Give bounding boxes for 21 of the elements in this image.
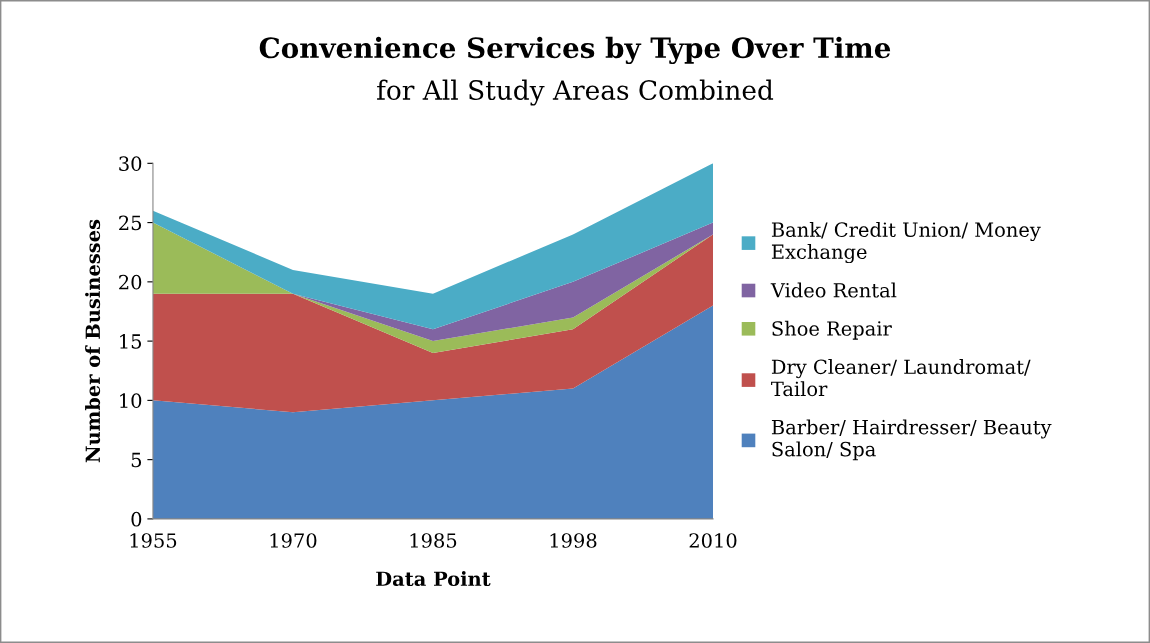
legend-label: Bank/ Credit Union/ Money Exchange: [771, 221, 1041, 264]
legend-label: Dry Cleaner/ Laundromat/ Tailor: [771, 359, 1031, 397]
legend-label: Shoe Repair: [772, 320, 892, 340]
x-axis-title: Data Point: [376, 571, 491, 587]
legend-label: Barber/ Hairdresser/ Beauty Salon/ Spa: [771, 419, 1052, 461]
chart-subtitle: for All Study Areas Combined: [377, 79, 774, 106]
y-tick-label: 20: [119, 274, 142, 290]
y-tick-label: 0: [131, 511, 142, 527]
y-tick-label: 5: [131, 452, 142, 468]
y-tick-label: 25: [119, 215, 142, 231]
x-tick-label: 1970: [270, 533, 317, 548]
y-tick-label: 30: [119, 156, 142, 171]
y-tick-label: 15: [120, 334, 142, 349]
x-tick-label: 1998: [550, 533, 597, 548]
y-tick-label: 10: [120, 393, 142, 409]
x-tick-label: 1955: [130, 533, 177, 548]
chart-title: Convenience Services by Type Over Time: [259, 36, 891, 65]
legend-label: Video Rental: [770, 282, 897, 298]
x-tick-label: 1985: [410, 533, 457, 548]
y-axis-title: Number of Businesses: [85, 219, 101, 463]
x-tick-label: 2010: [689, 533, 737, 548]
